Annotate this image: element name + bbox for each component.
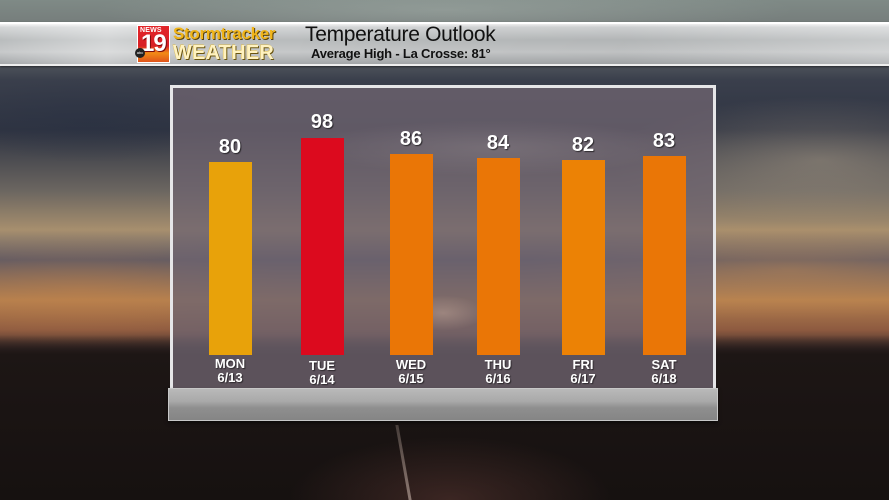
bar-value-tue: 98	[310, 111, 334, 133]
chart-panel	[170, 85, 716, 390]
bar-value-sat: 83	[652, 130, 676, 152]
bar-value-wed: 86	[399, 128, 423, 150]
news19-logo-box: NEWS 19 abc	[135, 25, 170, 63]
bar-tue	[301, 138, 344, 355]
bar-value-fri: 82	[571, 134, 595, 156]
bar-day-tue: TUE	[309, 358, 335, 373]
chart-panel-base	[168, 388, 718, 421]
bar-date-sat: 6/18	[651, 371, 677, 386]
bar-date-wed: 6/15	[398, 371, 424, 386]
bar-day-wed: WED	[395, 357, 427, 372]
bar-day-thu: THU	[484, 357, 512, 372]
bar-fri	[562, 160, 605, 355]
logo-news-text: NEWS	[140, 27, 162, 34]
bar-wed	[390, 154, 433, 355]
bar-day-sat: SAT	[651, 357, 677, 372]
chart-subtitle: Average High - La Crosse: 81°	[311, 46, 491, 61]
bar-date-fri: 6/17	[570, 371, 596, 386]
abc-network-icon: abc	[135, 48, 145, 58]
bar-day-mon: MON	[214, 356, 246, 371]
bar-day-fri: FRI	[572, 357, 594, 372]
station-logo: NEWS 19 abc Stormtracker WEATHER	[135, 24, 299, 64]
bar-value-thu: 84	[486, 132, 510, 154]
logo-weather-text: WEATHER	[173, 42, 275, 64]
background-road	[200, 420, 700, 500]
bar-value-mon: 80	[218, 136, 242, 158]
chart-title: Temperature Outlook	[305, 23, 496, 46]
logo-stormtracker-text: Stormtracker	[173, 24, 276, 43]
bar-sat	[643, 156, 686, 355]
bar-date-thu: 6/16	[485, 371, 511, 386]
bar-date-mon: 6/13	[217, 370, 243, 385]
logo-channel-number: 19	[141, 30, 167, 57]
bar-mon	[209, 162, 252, 355]
bar-date-tue: 6/14	[309, 372, 335, 387]
bar-thu	[477, 158, 520, 355]
